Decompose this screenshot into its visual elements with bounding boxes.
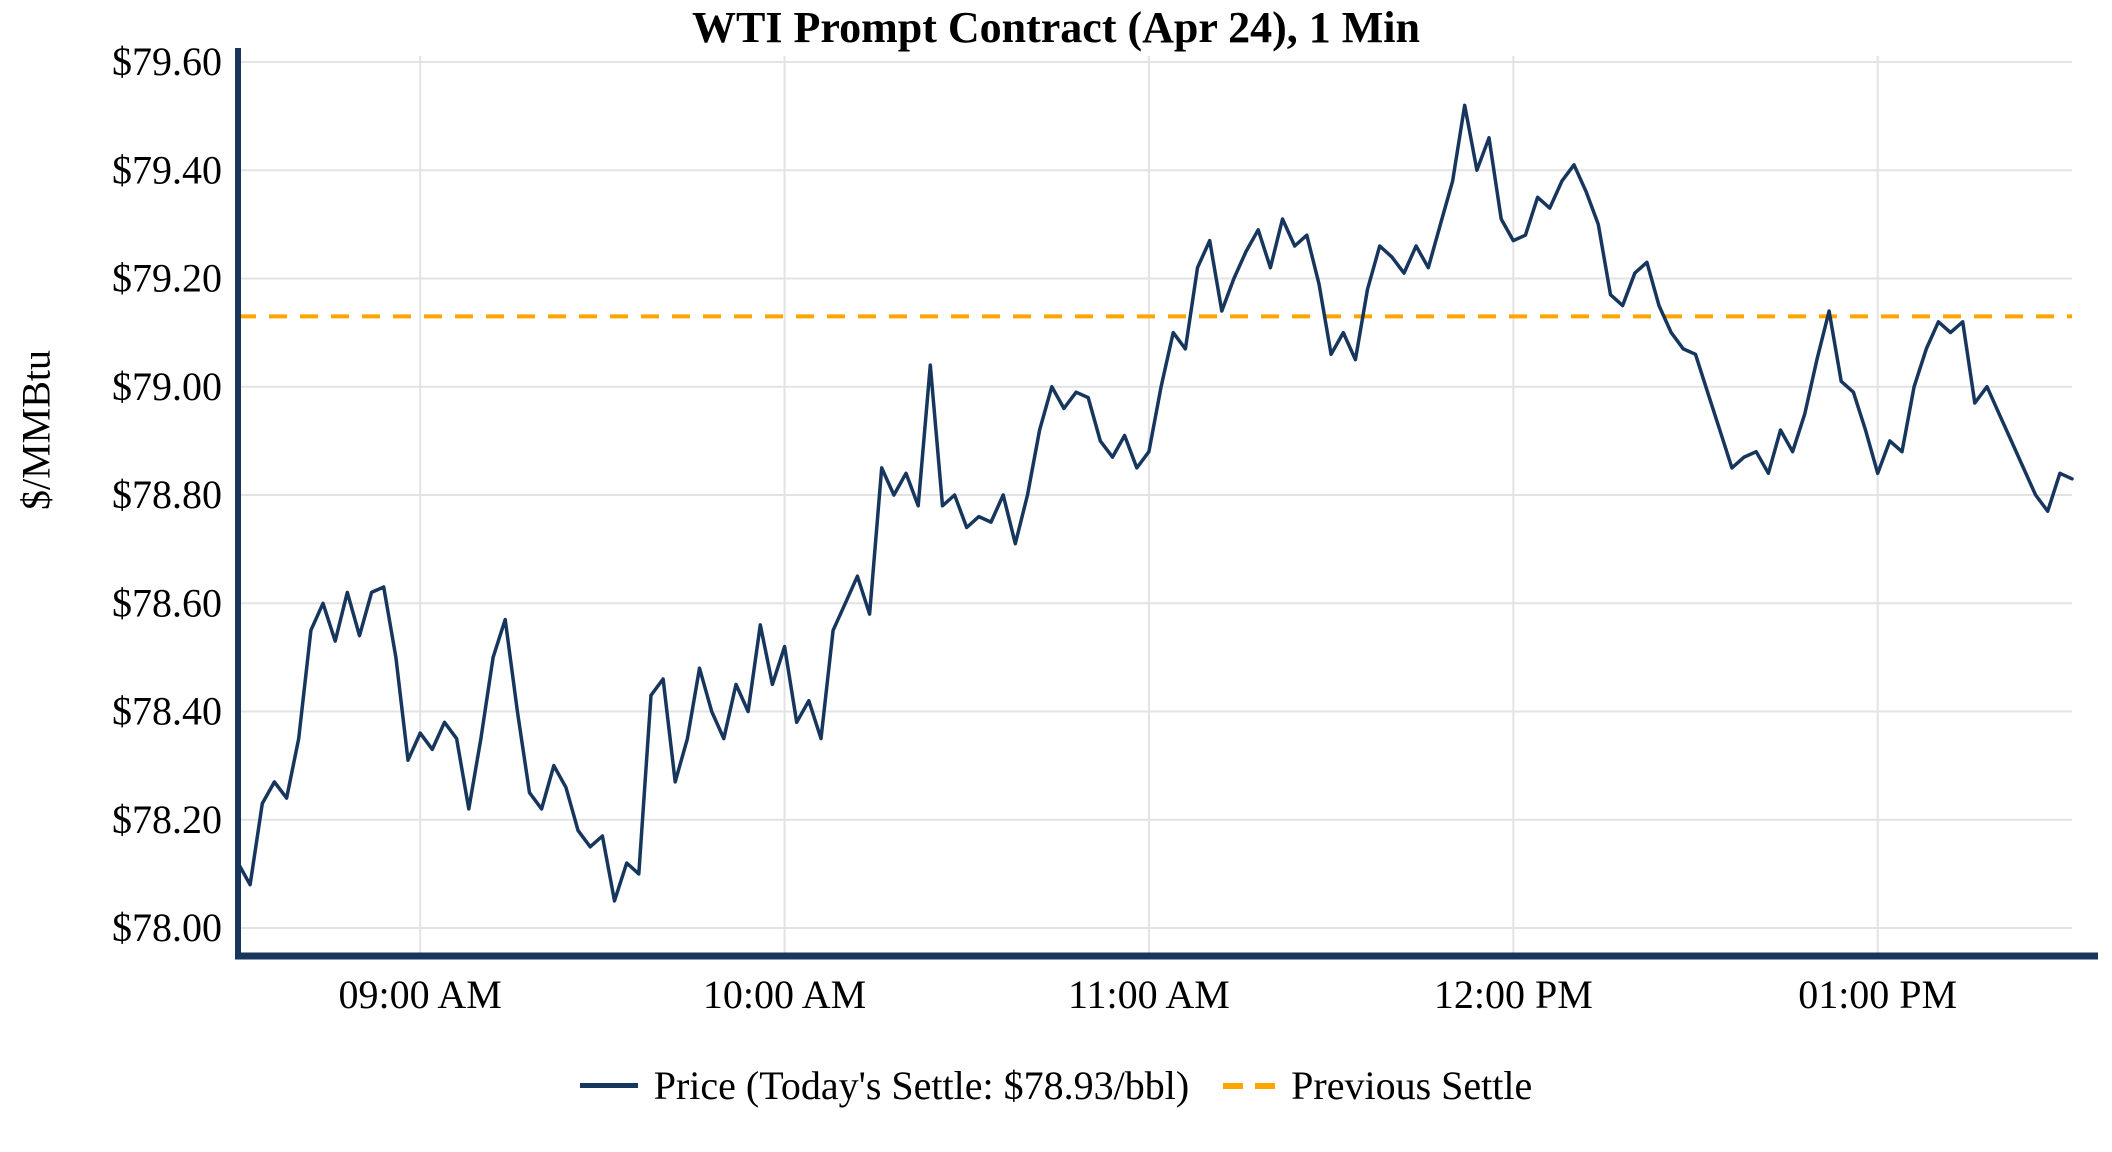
svg-text:$78.80: $78.80 bbox=[112, 472, 222, 517]
svg-text:$78.60: $78.60 bbox=[112, 580, 222, 625]
svg-text:$79.00: $79.00 bbox=[112, 364, 222, 409]
svg-text:11:00 AM: 11:00 AM bbox=[1068, 972, 1230, 1017]
price-line-swatch bbox=[579, 1083, 638, 1088]
svg-text:12:00 PM: 12:00 PM bbox=[1434, 972, 1593, 1017]
previous-settle-legend-label: Previous Settle bbox=[1291, 1063, 1533, 1108]
svg-text:10:00 AM: 10:00 AM bbox=[703, 972, 866, 1017]
svg-text:$79.60: $79.60 bbox=[112, 39, 222, 84]
svg-text:$79.20: $79.20 bbox=[112, 256, 222, 301]
svg-text:$78.00: $78.00 bbox=[112, 905, 222, 950]
chart-title: WTI Prompt Contract (Apr 24), 1 Min bbox=[692, 3, 1420, 52]
svg-text:$78.20: $78.20 bbox=[112, 797, 222, 842]
svg-text:$78.40: $78.40 bbox=[112, 689, 222, 734]
svg-text:$79.40: $79.40 bbox=[112, 147, 222, 192]
svg-text:01:00 PM: 01:00 PM bbox=[1798, 972, 1957, 1017]
chart-legend: Price (Today's Settle: $78.93/bbl) Previ… bbox=[0, 1062, 2112, 1109]
price-legend-label: Price (Today's Settle: $78.93/bbl) bbox=[653, 1063, 1190, 1108]
previous-settle-swatch bbox=[1223, 1082, 1276, 1089]
svg-text:09:00 AM: 09:00 AM bbox=[339, 972, 502, 1017]
